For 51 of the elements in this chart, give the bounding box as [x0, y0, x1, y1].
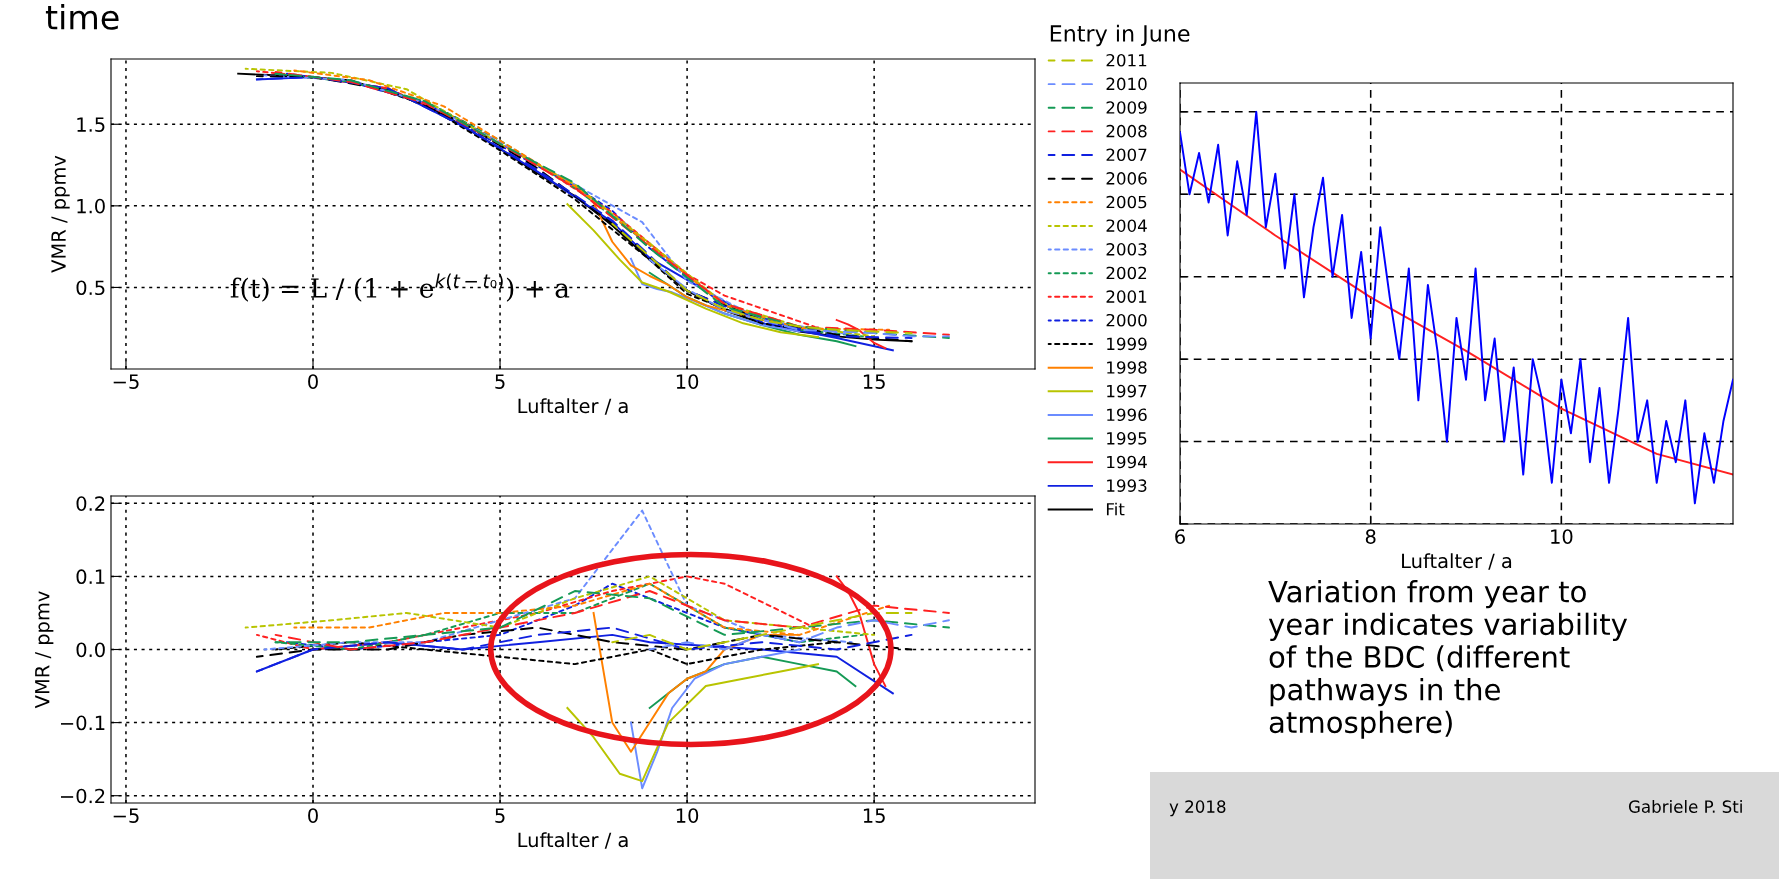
- x-tick-label: 10: [676, 808, 699, 823]
- text: y 2018: [1169, 800, 1226, 817]
- y-tick-label: 0.0: [76, 642, 105, 658]
- legend-label: 1998: [1107, 361, 1147, 374]
- y-tick-label: −0.2: [60, 788, 105, 804]
- legend-label: 2002: [1106, 266, 1147, 280]
- legend-label: 2003: [1106, 243, 1147, 256]
- text: Gabriele P. Sti: [1628, 800, 1742, 813]
- legend-label: 2005: [1106, 195, 1147, 209]
- x-tick-label: 6: [1175, 529, 1185, 544]
- legend-label: 1997: [1107, 384, 1147, 398]
- legend-label: 1995: [1107, 432, 1147, 445]
- y-tick-label: 0.5: [76, 280, 105, 296]
- x-axis-title: Luftalter / a: [1402, 553, 1512, 570]
- legend-label: 2011: [1106, 53, 1147, 67]
- x-tick-label: 10: [1551, 529, 1573, 544]
- legend-label: 2008: [1106, 124, 1147, 138]
- x-tick-label: 5: [495, 808, 505, 823]
- legend-label: 1993: [1107, 479, 1147, 492]
- legend-label: 2010: [1106, 77, 1147, 91]
- y-tick-label: 0.1: [76, 569, 105, 585]
- legend-label: 2009: [1106, 101, 1147, 114]
- y-tick-label: −0.1: [60, 715, 105, 731]
- legend-label: 1994: [1107, 455, 1147, 469]
- x-tick-label: −5: [113, 808, 139, 823]
- x-tick-label: −5: [113, 374, 139, 389]
- y-axis-title: VMR / ppmv: [51, 155, 70, 273]
- x-tick-label: 8: [1365, 529, 1376, 544]
- y-axis-title: VMR / ppmv: [35, 591, 54, 709]
- x-tick-label: 0: [308, 808, 318, 823]
- x-tick-label: 0: [308, 374, 318, 389]
- legend-label: 1999: [1107, 337, 1147, 351]
- text: time: [45, 4, 119, 30]
- legend-label: Fit: [1106, 502, 1125, 516]
- legend-label: 1996: [1107, 408, 1147, 422]
- y-tick-label: 0.2: [76, 496, 105, 511]
- y-tick-label: 1.5: [77, 117, 105, 132]
- x-axis-title: Luftalter / a: [518, 398, 628, 415]
- x-tick-label: 15: [863, 808, 885, 823]
- legend-label: 2004: [1106, 219, 1147, 232]
- x-axis-title: Luftalter / a: [518, 832, 628, 849]
- x-tick-label: 15: [863, 374, 885, 389]
- x-tick-label: 5: [495, 374, 505, 389]
- text: Variation from year to year indicates variability of the BDC (different pathways in the atmosphere): [1268, 580, 1628, 739]
- legend-title: Entry in June: [1050, 24, 1190, 47]
- legend-label: 2000: [1106, 313, 1147, 327]
- y-tick-label: 1.0: [77, 198, 105, 214]
- legend-label: 2006: [1106, 172, 1147, 185]
- x-tick-label: 10: [676, 374, 699, 389]
- legend-label: 2001: [1106, 290, 1147, 303]
- legend-label: 2007: [1106, 148, 1147, 162]
